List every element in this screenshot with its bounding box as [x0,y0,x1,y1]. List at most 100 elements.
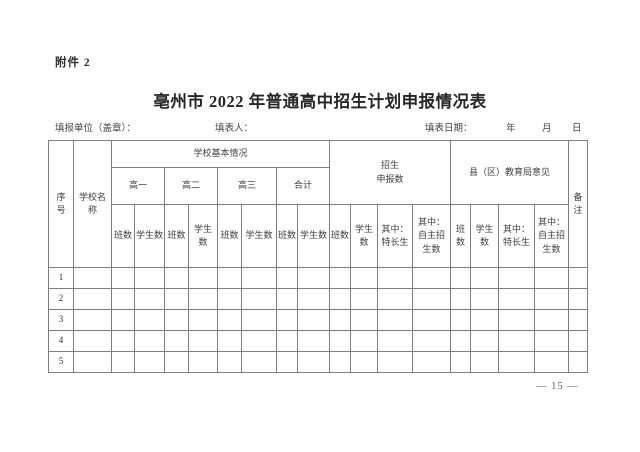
empty-cell [412,309,452,331]
header-row-2: 高一 高二 高三 合计 [49,167,588,205]
empty-cell [350,330,379,352]
empty-cell [111,330,135,352]
empty-cell [134,309,165,331]
col-header-grade2: 高二 [164,167,218,205]
empty-cell [450,330,472,352]
empty-cell [568,309,589,331]
subheader-grade2-student-count: 学生数 [188,204,218,268]
table-row: 3 [48,309,589,331]
empty-cell [329,288,352,310]
empty-cell [350,351,379,373]
subheader-grade3-student-count: 学生数 [241,204,277,268]
empty-cell [111,309,135,331]
empty-cell [217,330,242,352]
empty-cell [241,267,277,289]
col-header-school-name: 学校名称 [73,140,112,268]
col-header-total: 合计 [275,167,331,205]
col-header-enroll-declared: 招生 申报数 [329,140,452,205]
header-row-1: 序号 学校名称 学校基本情况 招生 申报数 县（区）教育局意见 备注 [48,140,589,268]
subheader-grade1-class-count: 班数 [111,204,135,268]
empty-cell [412,288,452,310]
empty-cell [188,351,218,373]
subheader-bureau-special-talent: 其中：特长生 [498,204,536,268]
subheader-bureau-student-count: 学生数 [470,204,500,268]
empty-cell [241,330,277,352]
empty-cell [241,288,277,310]
empty-cell [412,267,452,289]
year-label: 年 [506,124,516,134]
empty-cell [296,309,331,331]
empty-cell [498,309,536,331]
empty-cell [377,309,414,331]
empty-cell [111,267,135,289]
empty-cell [134,351,165,373]
subheader-bureau-class-count: 班数 [450,204,472,268]
subheader-declared-student-count: 学生数 [350,204,379,268]
empty-cell [111,351,135,373]
empty-cell [350,267,379,289]
empty-cell [164,330,189,352]
empty-cell [470,288,500,310]
col-header-serial: 序号 [48,140,74,268]
empty-cell [377,351,414,373]
form-filler-label: 填表人： [215,124,254,134]
row-serial: 4 [48,330,74,352]
empty-cell [276,267,298,289]
empty-cell [377,288,414,310]
empty-cell [217,309,242,331]
empty-cell [217,288,242,310]
table-row: 1 [48,267,589,289]
empty-cell [450,351,472,373]
row-serial: 5 [48,351,74,373]
col-header-grade1: 高一 [111,167,165,205]
attachment-label: 附件 2 [55,57,91,69]
enrollment-plan-table: 序号 学校名称 学校基本情况 招生 申报数 县（区）教育局意见 备注 高一 高二… [48,140,589,373]
empty-cell [350,309,379,331]
empty-cell [350,288,379,310]
empty-cell [217,267,242,289]
empty-cell [296,330,331,352]
empty-cell [568,267,589,289]
subheader-grade2-class-count: 班数 [164,204,189,268]
col-header-serial-label: 序号 [56,191,66,216]
empty-cell [498,330,536,352]
col-header-remark-label: 备注 [573,191,583,216]
empty-cell [241,351,277,373]
empty-cell [534,330,570,352]
empty-cell [450,288,472,310]
empty-cell [534,267,570,289]
empty-cell [73,351,112,373]
subheader-total-class-count: 班数 [276,204,298,268]
empty-cell [568,330,589,352]
subheader-bureau-independent-enroll: 其中：自主招生数 [534,204,570,268]
col-header-grade3: 高三 [217,167,277,205]
empty-cell [188,288,218,310]
col-header-bureau-opinion: 县（区）教育局意见 [450,140,570,205]
empty-cell [73,288,112,310]
empty-cell [164,351,189,373]
fill-date-label: 填表日期： [425,124,473,134]
col-header-school-basic: 学校基本情况 [110,140,331,168]
empty-cell [73,330,112,352]
row-serial: 3 [48,309,74,331]
subheader-grade1-student-count: 学生数 [134,204,165,268]
empty-cell [296,288,331,310]
empty-cell [296,267,331,289]
empty-cell [450,309,472,331]
row-serial: 1 [48,267,74,289]
col-header-remark: 备注 [568,140,589,268]
empty-cell [470,351,500,373]
header-row-3: 班数 学生数 班数 学生数 班数 学生数 班数 学生数 班数 学生数 其中：特长… [49,204,588,268]
empty-cell [568,288,589,310]
empty-cell [111,288,135,310]
month-label: 月 [542,124,552,134]
empty-cell [296,351,331,373]
empty-cell [73,309,112,331]
empty-cell [329,351,352,373]
empty-cell [73,267,112,289]
empty-cell [276,351,298,373]
empty-cell [329,267,352,289]
empty-cell [134,330,165,352]
empty-cell [241,309,277,331]
table-row: 4 [48,330,589,352]
